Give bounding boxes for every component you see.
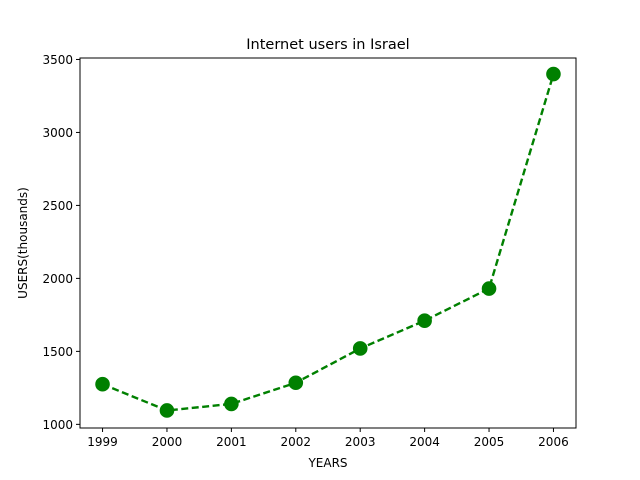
data-point: [224, 396, 239, 412]
y-tick-label: 3000: [42, 126, 73, 140]
x-axis-label: YEARS: [307, 456, 347, 470]
y-tick-label: 1000: [42, 418, 73, 432]
x-tick-label: 2004: [409, 435, 440, 449]
y-tick-label: 2500: [42, 199, 73, 213]
data-point: [95, 376, 110, 392]
x-tick-label: 2000: [152, 435, 183, 449]
series-line: [102, 73, 555, 412]
x-axis: 1999 2000 2001 2002 2003 2004 2005 2006: [87, 428, 569, 449]
data-point: [159, 403, 175, 418]
data-point: [546, 66, 561, 82]
x-tick-label: 1999: [87, 435, 118, 449]
data-point: [481, 281, 497, 296]
data-point: [288, 375, 304, 391]
data-point: [352, 341, 368, 356]
y-tick-label: 1500: [42, 345, 73, 359]
x-tick-label: 2003: [345, 435, 376, 449]
data-point: [417, 313, 432, 329]
y-axis: 1000 1500 2000 2500 3000 3500: [42, 53, 80, 432]
y-tick-label: 2000: [42, 272, 73, 286]
chart-title: Internet users in Israel: [246, 37, 409, 53]
x-tick-label: 2006: [538, 435, 569, 449]
x-tick-label: 2001: [216, 435, 247, 449]
plot-area: [79, 57, 577, 429]
series-markers: [95, 66, 561, 418]
y-tick-label: 3500: [42, 53, 73, 67]
y-axis-label: USERS(thousands): [16, 187, 30, 299]
x-tick-label: 2005: [474, 435, 505, 449]
x-tick-label: 2002: [281, 435, 312, 449]
